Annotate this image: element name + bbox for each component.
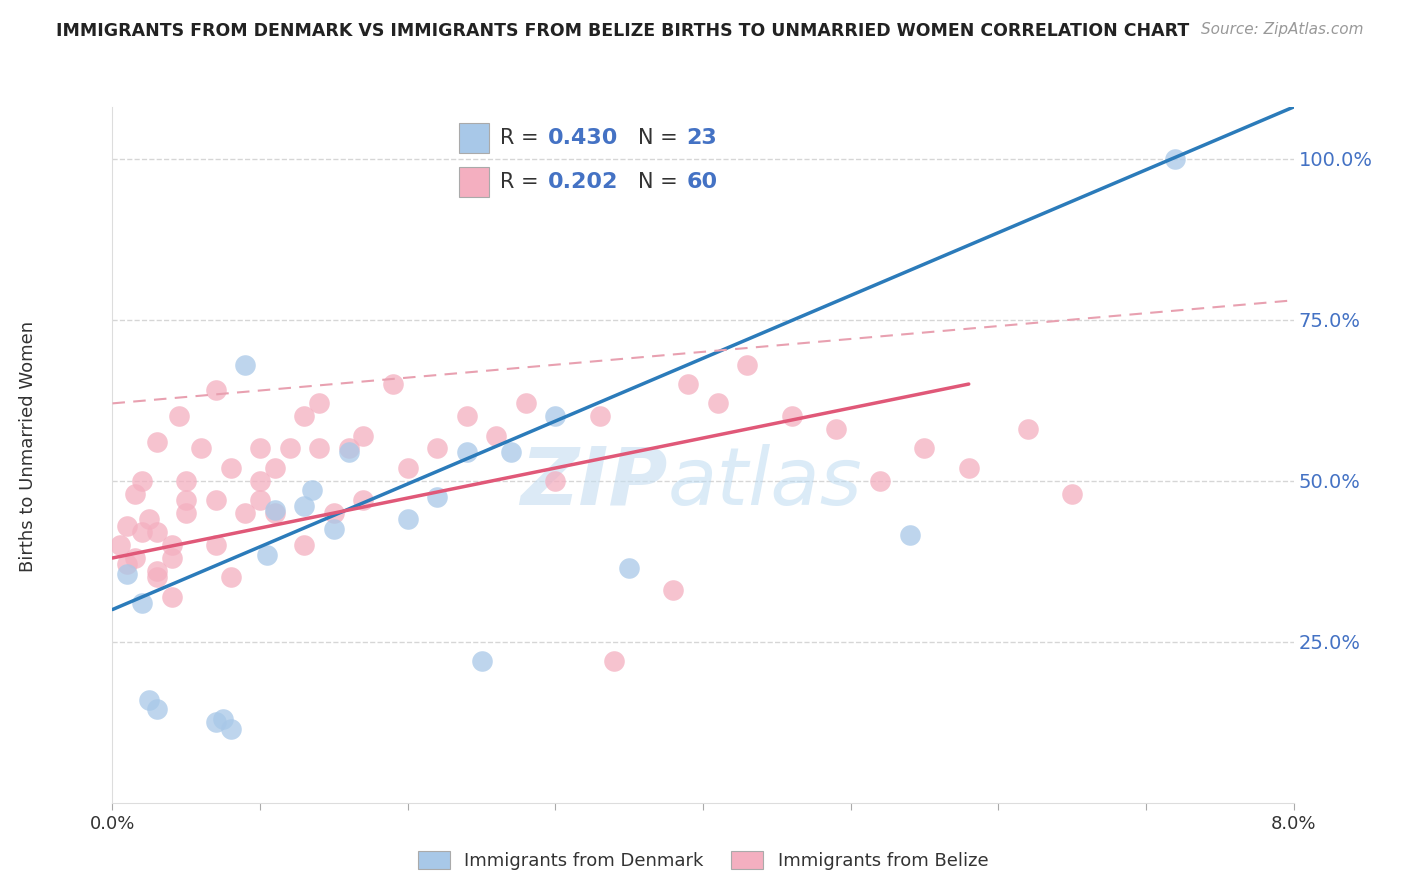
Point xyxy=(205,493,228,508)
Point xyxy=(352,493,374,508)
Point xyxy=(278,442,301,456)
Point xyxy=(323,522,346,536)
Point xyxy=(160,538,183,552)
Text: atlas: atlas xyxy=(668,443,862,522)
Point xyxy=(1164,152,1187,166)
Point xyxy=(249,474,271,488)
Point xyxy=(212,712,235,726)
Point xyxy=(256,548,278,562)
Point xyxy=(160,551,183,566)
Point xyxy=(456,409,478,424)
Point xyxy=(124,551,146,566)
Point xyxy=(471,654,494,668)
Point xyxy=(219,460,242,475)
Point xyxy=(292,500,315,514)
Point xyxy=(108,538,131,552)
Point xyxy=(117,518,138,533)
Point xyxy=(301,483,323,498)
Point xyxy=(219,570,242,584)
Point xyxy=(174,493,197,508)
Point xyxy=(117,558,138,572)
Point xyxy=(292,538,315,552)
Point xyxy=(174,506,197,520)
Point xyxy=(588,409,610,424)
Point xyxy=(515,396,537,410)
Point xyxy=(190,442,212,456)
Point xyxy=(352,428,374,442)
Point xyxy=(146,435,169,450)
Point xyxy=(619,560,641,574)
Point xyxy=(308,396,330,410)
Point xyxy=(426,442,449,456)
Point xyxy=(824,422,846,436)
Point xyxy=(138,692,160,706)
Text: Births to Unmarried Women: Births to Unmarried Women xyxy=(20,320,37,572)
Point xyxy=(146,702,169,716)
Point xyxy=(396,460,419,475)
Point xyxy=(138,512,160,526)
Point xyxy=(264,506,287,520)
Point xyxy=(957,460,980,475)
Point xyxy=(603,654,626,668)
Point xyxy=(323,506,346,520)
Point xyxy=(544,474,567,488)
Point xyxy=(501,444,523,458)
Point xyxy=(264,460,287,475)
Legend: Immigrants from Denmark, Immigrants from Belize: Immigrants from Denmark, Immigrants from… xyxy=(411,844,995,877)
Point xyxy=(160,590,183,604)
Point xyxy=(146,525,169,540)
Point xyxy=(914,442,936,456)
Point xyxy=(131,596,153,610)
Point xyxy=(292,409,315,424)
Text: Source: ZipAtlas.com: Source: ZipAtlas.com xyxy=(1201,22,1364,37)
Point xyxy=(337,444,360,458)
Point xyxy=(308,442,330,456)
Point xyxy=(131,474,153,488)
Point xyxy=(146,564,169,578)
Point xyxy=(869,474,891,488)
Point xyxy=(426,490,449,504)
Point xyxy=(737,358,759,372)
Point xyxy=(205,538,228,552)
Point xyxy=(117,567,138,582)
Point xyxy=(337,442,360,456)
Point xyxy=(205,715,228,730)
Point xyxy=(249,493,271,508)
Point xyxy=(662,583,685,598)
Point xyxy=(233,358,256,372)
Point xyxy=(174,474,197,488)
Point xyxy=(485,428,508,442)
Point xyxy=(131,525,153,540)
Point xyxy=(205,384,228,398)
Point xyxy=(219,722,242,736)
Point xyxy=(382,377,405,392)
Point xyxy=(167,409,190,424)
Point xyxy=(707,396,730,410)
Point xyxy=(898,528,921,542)
Point xyxy=(146,570,169,584)
Point xyxy=(396,512,419,526)
Point xyxy=(264,502,287,516)
Point xyxy=(544,409,567,424)
Point xyxy=(1062,486,1084,500)
Text: IMMIGRANTS FROM DENMARK VS IMMIGRANTS FROM BELIZE BIRTHS TO UNMARRIED WOMEN CORR: IMMIGRANTS FROM DENMARK VS IMMIGRANTS FR… xyxy=(56,22,1189,40)
Point xyxy=(233,506,256,520)
Point xyxy=(124,486,146,500)
Text: ZIP: ZIP xyxy=(520,443,668,522)
Point xyxy=(678,377,700,392)
Point xyxy=(1017,422,1039,436)
Point xyxy=(456,444,478,458)
Point xyxy=(780,409,803,424)
Point xyxy=(249,442,271,456)
